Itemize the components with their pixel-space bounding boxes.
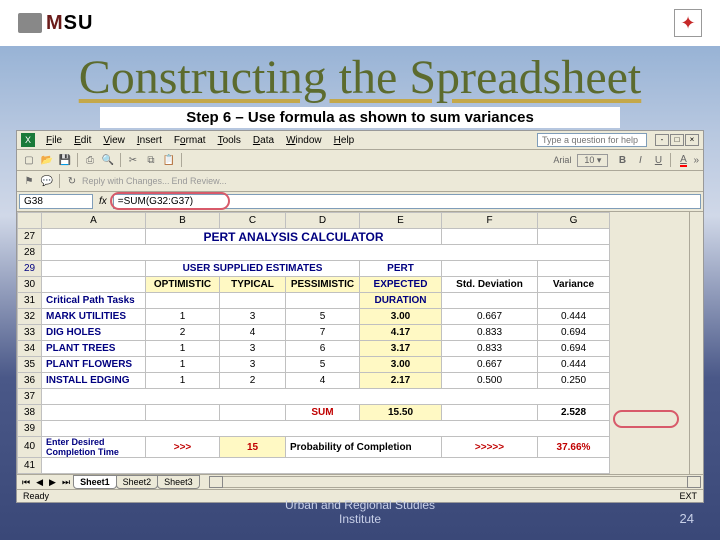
menu-help[interactable]: Help	[329, 134, 360, 147]
spreadsheet-grid[interactable]: A B C D E F G 27PERT ANALYSIS CALCULATOR…	[17, 212, 610, 474]
sheet-tab-2[interactable]: Sheet2	[116, 475, 159, 489]
print-icon[interactable]: ⎙	[82, 152, 98, 168]
msu-logo: MMSUSU	[18, 12, 93, 35]
restore-button[interactable]: □	[670, 134, 684, 146]
slide-title: Constructing the Spreadsheet	[0, 50, 720, 105]
corner-badge-icon: ✦	[674, 9, 702, 37]
bold-icon[interactable]: B	[614, 152, 630, 168]
menu-data[interactable]: Data	[248, 134, 279, 147]
comment-icon[interactable]: 💬	[39, 173, 55, 189]
task-row: 36INSTALL EDGING1242.170.5000.250	[18, 373, 610, 389]
step-caption: Step 6 – Use formula as shown to sum var…	[100, 107, 620, 128]
save-icon[interactable]: 💾	[57, 152, 73, 168]
msu-flame-icon	[18, 13, 42, 33]
cut-icon[interactable]: ✂	[125, 152, 141, 168]
menu-edit[interactable]: Edit	[69, 134, 96, 147]
task-row: 33DIG HOLES2474.170.8330.694	[18, 325, 610, 341]
tab-next-icon[interactable]: ▶	[46, 477, 59, 488]
reviewing-toolbar: ⚑ 💬 ↻ Reply with Changes... End Review..…	[17, 171, 703, 192]
new-icon[interactable]: ▢	[21, 152, 37, 168]
copy-icon[interactable]: ⧉	[143, 152, 159, 168]
task-row: 35PLANT FLOWERS1353.000.6670.444	[18, 357, 610, 373]
preview-icon[interactable]: 🔍	[100, 152, 116, 168]
help-search-input[interactable]	[537, 133, 647, 147]
close-button[interactable]: ×	[685, 134, 699, 146]
slide-header: MMSUSU ✦	[0, 0, 720, 46]
flag-icon[interactable]: ⚑	[21, 173, 37, 189]
end-review-button[interactable]: End Review...	[172, 176, 227, 186]
slide-footer: Urban and Regional StudiesInstitute	[0, 498, 720, 526]
standard-toolbar: ▢ 📂 💾 ⎙ 🔍 ✂ ⧉ 📋 Arial 10 ▾ B I U A »	[17, 150, 703, 171]
sum-label: SUM	[286, 405, 360, 421]
horizontal-scrollbar[interactable]	[209, 476, 701, 488]
menu-tools[interactable]: Tools	[213, 134, 246, 147]
menu-insert[interactable]: Insert	[132, 134, 167, 147]
sheet-tab-3[interactable]: Sheet3	[157, 475, 200, 489]
tab-first-icon[interactable]: ⏮	[19, 477, 33, 488]
sum-expected: 15.50	[360, 405, 442, 421]
excel-window: X File Edit View Insert Format Tools Dat…	[16, 130, 704, 503]
formula-input[interactable]: =SUM(G32:G37)	[113, 194, 701, 209]
vertical-scrollbar[interactable]	[689, 212, 703, 474]
open-icon[interactable]: 📂	[39, 152, 55, 168]
task-row: 32MARK UTILITIES1353.000.6670.444	[18, 309, 610, 325]
sheet-tabs-bar: ⏮ ◀ ▶ ⏭ Sheet1 Sheet2 Sheet3	[17, 474, 703, 489]
paste-icon[interactable]: 📋	[161, 152, 177, 168]
underline-icon[interactable]: U	[650, 152, 666, 168]
menu-file[interactable]: File	[41, 134, 67, 147]
tab-prev-icon[interactable]: ◀	[33, 477, 46, 488]
minimize-button[interactable]: -	[655, 134, 669, 146]
tab-last-icon[interactable]: ⏭	[59, 477, 73, 488]
menu-bar: X File Edit View Insert Format Tools Dat…	[17, 131, 703, 150]
name-box[interactable]: G38	[19, 194, 93, 209]
italic-icon[interactable]: I	[632, 152, 648, 168]
excel-icon: X	[21, 133, 35, 147]
font-color-icon[interactable]: A	[675, 152, 691, 168]
menu-format[interactable]: Format	[169, 134, 211, 147]
probability-value: 37.66%	[538, 437, 610, 458]
task-row: 34PLANT TREES1363.170.8330.694	[18, 341, 610, 357]
menu-view[interactable]: View	[98, 134, 130, 147]
sum-variance: 2.528	[538, 405, 610, 421]
page-number: 24	[680, 511, 694, 526]
menu-window[interactable]: Window	[281, 134, 327, 147]
reply-changes-button[interactable]: Reply with Changes...	[82, 176, 170, 186]
calc-title: PERT ANALYSIS CALCULATOR	[146, 229, 442, 245]
fx-icon[interactable]: fx	[95, 196, 111, 207]
variance-highlight-annotation	[613, 410, 679, 428]
sheet-tab-1[interactable]: Sheet1	[73, 475, 117, 489]
formula-bar: G38 fx =SUM(G32:G37)	[17, 192, 703, 212]
track-icon[interactable]: ↻	[64, 173, 80, 189]
